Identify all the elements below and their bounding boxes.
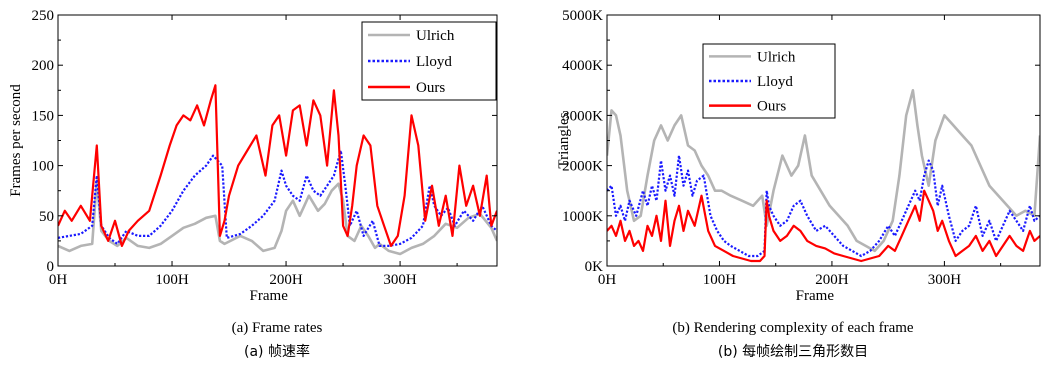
legend-label-lloyd: Lloyd [757,74,793,90]
y-tick-label: 2000K [562,159,603,175]
x-tick-label: 200H [815,272,849,288]
series-line-ours [607,189,1040,263]
y-tick-label: 150 [32,108,55,124]
y-tick-label: 0K [585,259,604,275]
y-tick-label: 0 [47,259,55,275]
caption-b-en: (b) Rendering complexity of each frame [672,320,914,336]
x-tick-label: 0H [598,272,617,288]
series-line-ours [58,84,497,247]
y-tick-label: 250 [32,8,55,24]
legend-label-lloyd: Lloyd [416,54,452,70]
y-axis-label: Triangles [556,112,572,168]
y-tick-label: 5000K [562,8,603,24]
chart-b-rendering-complexity: 0K 1000K 2000K 3000K 4000K 5000K 0H 100H 200H 300… [556,8,1041,304]
x-tick-label: 300H [383,272,417,288]
legend-label-ulrich: Ulrich [757,49,796,65]
x-tick-label: 200H [269,272,303,288]
legend-label-ulrich: Ulrich [416,28,455,44]
y-tick-label: 50 [39,209,54,225]
y-tick-label: 1000K [562,209,603,225]
x-tick-label: 0H [49,272,68,288]
legend-label-ours: Ours [416,80,445,96]
x-tick-label: 100H [703,272,737,288]
legend-label-ours: Ours [757,99,786,115]
y-tick-label: 100 [32,159,55,175]
chart-a-frame-rates: 0 50 100 150 200 250 0H 100H 200H 300H Frame Frames… [8,8,498,304]
series-line-lloyd [58,149,497,247]
x-axis-label: Frame [250,288,289,304]
x-tick-label: 300H [928,272,962,288]
series-line-ulrich [58,179,497,256]
caption-a-en: (a) Frame rates [231,320,323,336]
y-tick-label: 200 [32,58,55,74]
legend: Ulrich Lloyd Ours [361,21,497,101]
y-tick-label: 3000K [562,108,603,124]
legend: Ulrich Lloyd Ours [702,43,836,119]
caption-b-cn: (b) 每帧绘制三角形数目 [717,344,869,360]
y-axis-label: Frames per second [8,84,24,197]
x-tick-label: 100H [155,272,189,288]
series-line-lloyd [607,154,1040,258]
y-tick-label: 4000K [562,58,603,74]
caption-a-cn: (a) 帧速率 [244,344,310,360]
x-axis-label: Frame [796,288,835,304]
series-line-ulrich [607,89,1040,253]
